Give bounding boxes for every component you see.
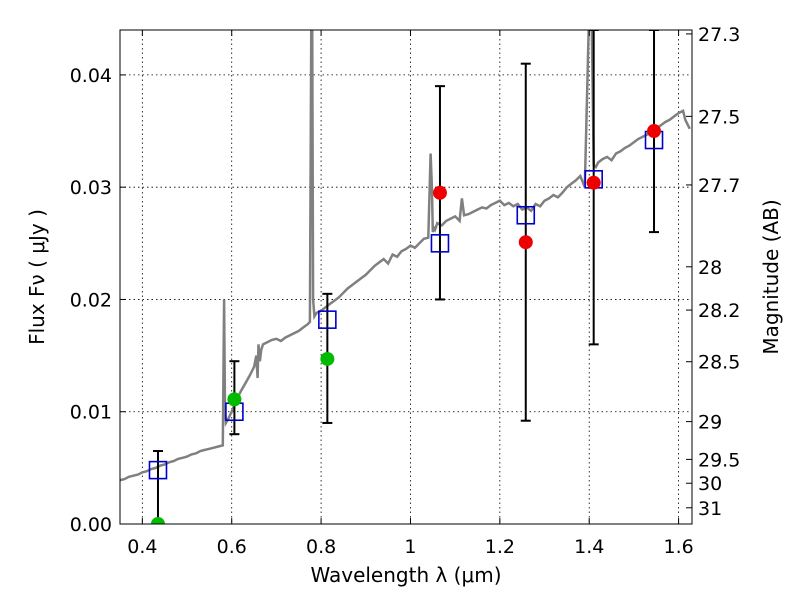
model-point — [148, 460, 168, 480]
x-axis-ticks: 0.4 0.6 0.8 1 1.2 1.4 1.6 — [127, 30, 694, 558]
model-point — [516, 205, 536, 225]
plot-frame — [119, 29, 693, 525]
x-axis-label: Wavelength λ (μm) — [310, 563, 501, 587]
y-tick-label: 0.03 — [70, 177, 112, 199]
x-tick-label: 0.6 — [217, 536, 247, 558]
observed-point — [320, 351, 335, 366]
magnitude-tick-label: 30 — [698, 473, 722, 495]
magnitude-tick-label: 27.7 — [698, 175, 740, 197]
model-photometry-markers — [148, 130, 664, 480]
magnitude-axis-label: Magnitude (AB) — [759, 199, 783, 354]
y-axis-label: Flux Fν ( μJy ) — [25, 209, 49, 345]
plot-background — [120, 30, 692, 524]
observed-point — [227, 392, 242, 407]
magnitude-tick-label: 28.2 — [698, 300, 740, 322]
observed-point — [586, 175, 601, 190]
x-tick-label: 0.4 — [127, 536, 157, 558]
x-tick-label: 1.4 — [574, 536, 604, 558]
magnitude-tick-label: 27.5 — [698, 106, 740, 128]
observed-point — [432, 185, 447, 200]
model-point — [430, 234, 450, 253]
magnitude-axis-ticks: 27.3 27.5 27.7 28 28.2 28.5 29 29.530 31 — [686, 24, 740, 520]
observed-point — [518, 235, 533, 250]
x-tick-label: 1 — [404, 536, 416, 558]
plot-area — [120, 30, 691, 524]
observed-point — [150, 517, 165, 524]
y-tick-label: 0.04 — [70, 65, 112, 87]
sed-spectrum-line — [120, 30, 691, 482]
y-tick-label: 0.00 — [70, 514, 112, 536]
x-tick-label: 1.2 — [485, 536, 515, 558]
observed-photometry-markers — [150, 124, 662, 524]
magnitude-tick-label: 28 — [698, 257, 722, 279]
magnitude-tick-label: 28.5 — [698, 352, 740, 374]
x-tick-label: 0.8 — [306, 536, 336, 558]
magnitude-tick-label: 29 — [698, 412, 722, 434]
y-axis-ticks: 0.00 0.01 0.02 0.03 0.04 — [70, 65, 126, 536]
model-point — [318, 310, 337, 329]
observed-point — [647, 124, 662, 139]
y-tick-label: 0.01 — [70, 402, 112, 424]
magnitude-tick-label: 31 — [698, 498, 722, 520]
magnitude-tick-label: 29.5 — [698, 449, 740, 471]
y-tick-label: 0.02 — [70, 289, 112, 311]
magnitude-tick-label: 27.3 — [698, 24, 740, 46]
x-tick-label: 1.6 — [663, 536, 693, 558]
